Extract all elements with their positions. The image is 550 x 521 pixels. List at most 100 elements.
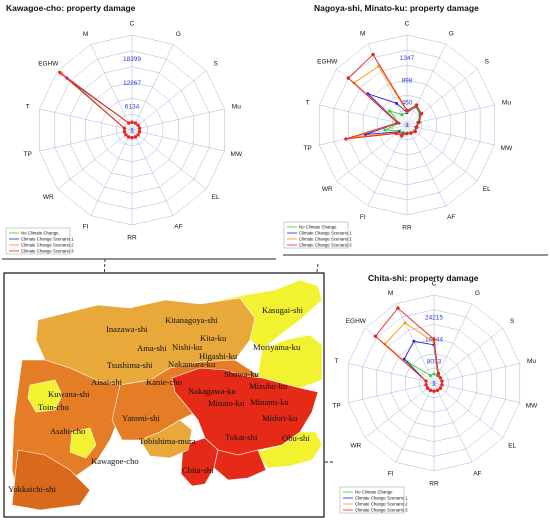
data-point-overlay [424,379,428,383]
data-point-overlay [346,76,350,80]
data-point-overlay [136,133,140,137]
data-point-overlay [371,52,375,57]
map-label-kanie-cho: Kanie-cho [146,377,182,387]
data-point-overlay [440,379,444,383]
tick-label: 8073 [427,358,442,365]
grid-spoke [319,104,408,126]
map-label-yatomi-shi: Yatomi-shi [122,413,160,423]
data-point-eghw [402,357,406,361]
map-label-asahi-cho: Asahi-cho [50,426,85,436]
legend-minato: No Climate Change Climate Change Scenari… [283,221,352,249]
radar-plot-chita: CGSMuMWELAFRRFIWRTPTEGHWM180731614424215 [332,280,538,487]
region-toin-cho [27,379,63,413]
legend-label-scenario-3: Climate Change Scenario 3 [355,508,408,513]
legend-box [339,486,405,514]
axis-label-t: T [306,100,310,107]
data-point-overlay [130,136,134,140]
tick-label: 450 [402,100,413,107]
axis-label-t: T [335,358,339,365]
data-point-overlay [394,131,399,136]
data-point-overlay [425,386,430,390]
map-label-tokai-shi: Tokai-shi [225,432,258,442]
data-point-overlay [136,123,140,127]
grid-spoke [433,382,503,439]
grid-spoke [131,108,225,131]
data-point-overlay [126,121,131,125]
data-point-overlay [130,120,134,124]
map-label-aisai-shi: Aisai-shi [91,377,123,387]
grid-spoke [395,303,435,384]
grid-spoke [433,382,473,463]
map-label-obu-shi: Obu-shi [282,433,310,443]
grid-spoke [39,108,133,131]
axis-label-g: G [475,290,480,297]
grid-spoke [406,124,447,207]
map-label-nakamura-ku: Nakamura-ku [168,359,216,369]
region-obu-shi [255,431,323,469]
radar-chart-chita: Chita-shi: property damage C G S Mu MW EL AF RR… [332,273,538,514]
data-point-overlay [413,129,417,134]
axis-label-c: C [432,280,437,287]
axis-label-s: S [485,59,490,66]
axis-label-fi: FI [83,224,89,231]
grid-spoke [433,363,520,384]
data-point-overlay [405,108,409,113]
legend-kawagoe: No Climate Change Climate Change Scenari… [5,227,74,255]
legend-label-no-climate-change: No Climate Change [21,231,59,236]
axis-label-fi: FI [388,470,394,477]
axis-label-mw: MW [501,145,513,152]
data-point-overlay [373,334,378,338]
data-point-overlay [438,376,443,380]
grid-spoke [365,382,435,439]
grid-spoke [319,124,408,146]
grid-spoke [367,124,408,207]
axis-label-fi: FI [360,214,366,221]
data-point-overlay [133,135,138,139]
axis-label-g: G [449,30,454,37]
grid-spoke [433,327,503,384]
map-label-kitanagoya-shi: Kitanagoya-shi [165,315,218,325]
map-label-moriyama-ku: Moriyama-ku [253,342,301,352]
axis-label-mw: MW [231,151,243,158]
grid-spoke [90,129,133,216]
axis-label-c: C [405,20,410,27]
grid-spoke [406,124,495,146]
region-tobishima-mura [139,419,193,459]
grid-spoke [57,129,133,190]
axis-label-eghw: EGHW [317,59,338,66]
data-point-overlay [436,371,441,376]
chart-title-minato: Nagoya-shi, Minato-ku: property damage [314,3,479,13]
axis-label-wr: WR [350,443,361,450]
grid-spoke [90,44,133,131]
data-point-c [432,372,436,376]
grid-spoke [131,44,174,131]
data-point-overlay [400,134,404,138]
axis-label-s: S [510,318,515,325]
tick-label: 1347 [400,55,415,62]
radar-plot-minato: C G S Mu MW EL AF RR FI WR TP T EGHW M 1 450 898 1347 [303,20,513,231]
grid-spoke [406,68,478,126]
data-point-m [428,374,432,378]
map-label-showa-ku: Showa-ku [224,369,260,379]
data-point-m [403,321,407,325]
data-point-overlay [419,111,424,116]
axis-label-mu: Mu [527,358,536,365]
data-point-overlay [432,389,436,393]
axis-label-rr: RR [429,480,439,487]
legend-label-scenario-1: Climate Change Scenario 1 [355,496,408,501]
tick-label: 898 [402,77,413,84]
grid-spoke [131,129,207,190]
data-point-overlay [137,126,142,130]
data-point-overlay [432,337,436,342]
axis-label-t: T [26,103,30,110]
axis-label-wr: WR [43,194,54,201]
region-chita-shi [180,437,219,487]
axis-label-eghw: EGHW [346,318,367,325]
legend-label-scenario-1: Climate Change Scenario 1 [21,237,74,242]
axis-label-el: EL [483,186,491,193]
region-map: Kitanagoya-shi Kasugai-shi Inazawa-shi Kita… [3,272,325,518]
grid-spoke [131,129,225,152]
grid-spoke [433,382,520,403]
legend-label-scenario-2: Climate Change Scenario 2 [21,243,74,248]
